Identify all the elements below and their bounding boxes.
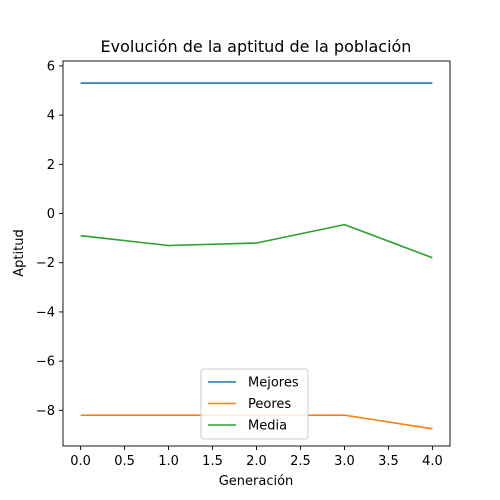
- x-tick-label: 2.0: [246, 454, 267, 469]
- plot-area: 0.0 0.5 1.0 1.5 2.0 2.5 3.0 3.5 4.0 −8 −6 −4 −2 0 2 4 6 M…: [36, 59, 451, 469]
- y-tick-label: 4: [47, 109, 55, 124]
- series-line-media: [80, 223, 433, 259]
- y-tick-label: 6: [47, 59, 55, 74]
- legend-label-peores: Peores: [248, 397, 291, 412]
- x-tick-label: 0.0: [70, 454, 91, 469]
- x-tick-label: 0.5: [114, 454, 135, 469]
- y-tick-label: −6: [36, 355, 55, 370]
- y-axis-label: Aptitud: [12, 229, 27, 276]
- y-tick-label: 0: [47, 207, 55, 222]
- x-tick-label: 2.5: [290, 454, 311, 469]
- legend-label-media: Media: [248, 419, 287, 434]
- legend-label-mejores: Mejores: [248, 376, 299, 391]
- x-tick-label: 3.5: [378, 454, 399, 469]
- y-tick-label: 2: [47, 158, 55, 173]
- x-axis-label: Generación: [219, 474, 294, 489]
- x-tick-label: 4.0: [422, 454, 443, 469]
- x-tick-label: 3.0: [334, 454, 355, 469]
- y-tick-label: −4: [36, 305, 55, 320]
- legend: Mejores Peores Media: [200, 368, 309, 440]
- y-tick-label: −2: [36, 256, 55, 271]
- x-tick-label: 1.0: [158, 454, 179, 469]
- legend-box: [200, 368, 309, 440]
- x-tick-label: 1.5: [202, 454, 223, 469]
- chart-title: Evolución de la aptitud de la población: [101, 37, 412, 56]
- y-tick-label: −8: [36, 404, 55, 419]
